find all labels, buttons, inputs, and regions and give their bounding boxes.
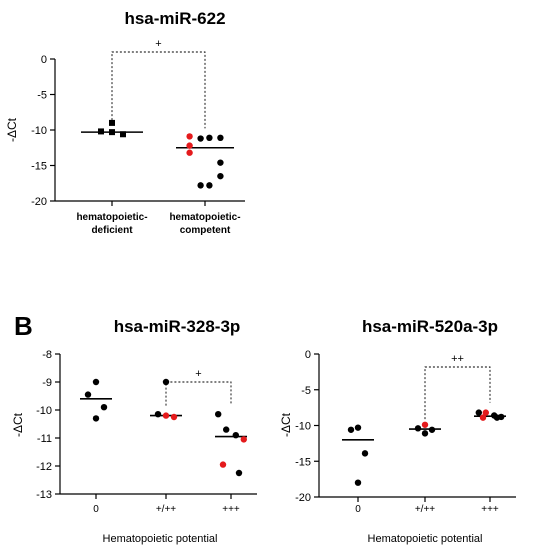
data-point <box>100 404 108 411</box>
data-point <box>186 142 193 149</box>
chart-mir-520a-3p: hsa-miR-520a-3p -ΔCt Hematopoietic poten… <box>279 317 516 545</box>
x-axis-label: Hematopoietic potential <box>103 533 218 545</box>
y-tick-label: 0 <box>41 54 47 66</box>
chart-title: hsa-miR-622 <box>124 9 225 28</box>
y-tick-label: -5 <box>301 385 311 397</box>
data-point <box>186 149 193 156</box>
significance-label: ++ <box>451 353 464 365</box>
data-point <box>219 461 227 468</box>
data-point <box>235 469 243 477</box>
data-point <box>84 391 92 398</box>
x-axis-label: Hematopoietic potential <box>368 533 483 545</box>
data-point <box>361 450 369 457</box>
x-tick-label: hematopoietic- <box>76 212 147 223</box>
data-point <box>215 411 222 418</box>
y-tick-label: -10 <box>36 405 52 417</box>
x-tick-label: +++ <box>481 504 499 515</box>
data-point <box>154 411 162 418</box>
chart-mir-622: hsa-miR-622 -ΔCt hematopoietic- deficien… <box>5 9 245 236</box>
data-point <box>92 415 100 422</box>
data-point <box>197 135 204 142</box>
y-tick-label: -11 <box>37 433 52 445</box>
data-point <box>475 409 482 416</box>
x-tick-label: +++ <box>222 504 240 515</box>
data-point <box>217 134 224 142</box>
data-point <box>428 426 436 433</box>
panel-label: B <box>14 311 33 341</box>
y-axis-label: -ΔCt <box>279 412 293 437</box>
y-axis-label: -ΔCt <box>11 412 25 437</box>
y-tick-label: 0 <box>305 349 311 361</box>
data-point <box>162 412 170 419</box>
data-point <box>347 426 355 433</box>
y-tick-label: -5 <box>37 90 47 102</box>
data-point <box>421 430 429 437</box>
y-tick-label: -20 <box>295 492 311 504</box>
data-point <box>162 378 170 386</box>
y-axis-label: -ΔCt <box>5 117 19 142</box>
significance-label: + <box>195 368 201 380</box>
y-tick-label: -20 <box>31 196 47 208</box>
data-point <box>206 134 213 142</box>
chart-mir-328-3p: hsa-miR-328-3p -ΔCt Hematopoietic potent… <box>11 317 257 545</box>
y-tick-label: -15 <box>31 161 47 173</box>
data-point <box>414 425 422 432</box>
data-point <box>120 131 126 138</box>
x-tick-label: 0 <box>355 504 361 515</box>
y-tick-label: -10 <box>295 421 311 433</box>
data-point <box>109 129 115 136</box>
y-tick-label: -12 <box>36 461 52 473</box>
x-tick-label: deficient <box>91 225 133 236</box>
x-tick-label: hematopoietic- <box>169 212 240 223</box>
x-tick-label: +/++ <box>156 504 176 515</box>
y-tick-label: -15 <box>295 456 311 468</box>
data-point <box>206 182 213 189</box>
y-tick-label: -9 <box>42 377 52 389</box>
y-tick-label: -8 <box>42 349 52 361</box>
significance-bracket <box>165 381 232 406</box>
data-point <box>421 421 429 428</box>
significance-bracket <box>111 51 206 129</box>
chart-title: hsa-miR-520a-3p <box>362 317 498 336</box>
data-point <box>232 432 239 439</box>
data-point <box>217 172 224 180</box>
data-point <box>217 159 224 166</box>
data-point <box>98 128 104 135</box>
data-point <box>482 409 489 416</box>
data-point <box>240 436 247 443</box>
significance-label: + <box>155 38 161 50</box>
data-point <box>354 424 362 431</box>
y-tick-label: -13 <box>36 489 52 501</box>
y-tick-label: -10 <box>31 125 47 137</box>
x-tick-label: 0 <box>93 504 99 515</box>
x-tick-label: +/++ <box>415 504 435 515</box>
data-point <box>186 133 193 140</box>
data-point <box>493 414 501 421</box>
x-tick-label: competent <box>180 225 231 236</box>
chart-title: hsa-miR-328-3p <box>114 317 241 336</box>
data-point <box>479 414 487 421</box>
data-point <box>354 479 362 486</box>
data-point <box>223 426 230 433</box>
data-point <box>92 378 100 386</box>
data-point <box>170 413 178 421</box>
significance-bracket <box>424 366 491 420</box>
data-point <box>197 182 204 189</box>
